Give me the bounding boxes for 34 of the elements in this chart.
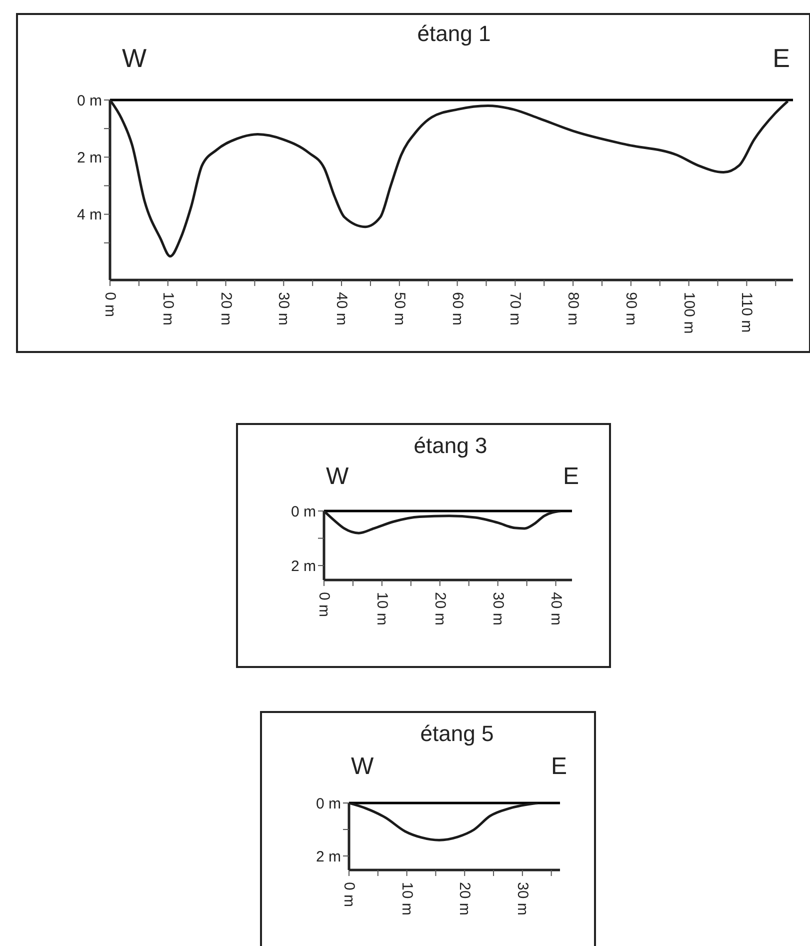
y-tick-label: 2 m bbox=[290, 558, 316, 575]
x-tick-label: 30 m bbox=[514, 882, 531, 916]
x-tick-label: 100 m bbox=[680, 292, 698, 334]
chart-title: étang 1 bbox=[417, 21, 491, 46]
y-tick-label: 2 m bbox=[76, 149, 102, 166]
x-tick-label: 70 m bbox=[506, 292, 524, 326]
x-tick-label: 90 m bbox=[622, 292, 640, 326]
text: E bbox=[550, 753, 567, 781]
y-tick-label: 0 m bbox=[76, 92, 102, 110]
text: W bbox=[351, 753, 374, 781]
x-tick-label: 80 m bbox=[564, 292, 582, 326]
text: E bbox=[772, 43, 790, 74]
x-tick-label: 10 m bbox=[373, 592, 390, 626]
x-tick-label: 20 m bbox=[217, 292, 234, 326]
x-tick-label: 110 m bbox=[738, 292, 756, 333]
chart-title: étang 5 bbox=[419, 721, 495, 747]
x-tick-label: 10 m bbox=[159, 292, 176, 326]
y-tick-label: 4 m bbox=[76, 206, 102, 224]
x-tick-label: 20 m bbox=[431, 592, 448, 626]
x-tick-label: 40 m bbox=[547, 592, 564, 626]
x-tick-label: 50 m bbox=[390, 292, 408, 326]
text: W bbox=[122, 43, 147, 74]
x-tick-label: 30 m bbox=[489, 592, 506, 626]
x-tick-label: 40 m bbox=[333, 292, 350, 326]
x-tick-label: 20 m bbox=[456, 882, 474, 916]
x-tick-label: 30 m bbox=[275, 292, 292, 326]
text: E bbox=[562, 463, 579, 491]
x-tick-label: 0 m bbox=[340, 882, 358, 908]
x-tick-label: 60 m bbox=[448, 292, 466, 326]
chart-title: étang 3 bbox=[412, 433, 488, 459]
y-tick-label: 2 m bbox=[316, 848, 341, 866]
x-tick-label: 0 m bbox=[102, 292, 118, 318]
text: W bbox=[326, 463, 349, 491]
x-tick-label: 10 m bbox=[398, 882, 416, 916]
